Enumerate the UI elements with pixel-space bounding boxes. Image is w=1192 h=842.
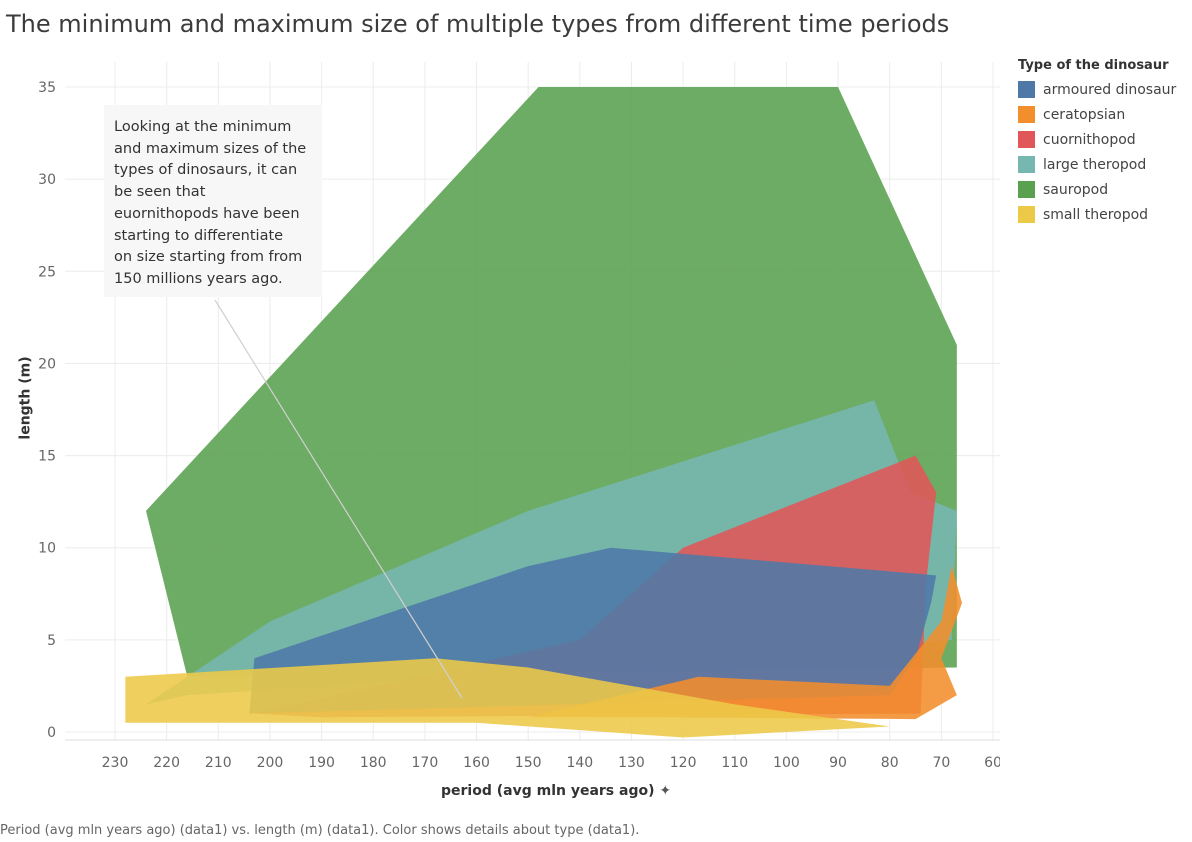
- legend-swatch: [1018, 181, 1035, 198]
- legend-item[interactable]: ceratopsian: [1018, 102, 1188, 127]
- legend-item[interactable]: cuornithopod: [1018, 127, 1188, 152]
- x-axis-title: period (avg mln years ago) ✦: [441, 783, 672, 799]
- y-tick-label: 20: [38, 356, 56, 372]
- y-tick-label: 10: [38, 541, 56, 557]
- x-tick-label: 230: [102, 755, 129, 771]
- annotation-leader-line: [214, 299, 463, 699]
- x-tick-label: 170: [412, 755, 439, 771]
- legend-swatch: [1018, 106, 1035, 123]
- caption: Period (avg mln years ago) (data1) vs. l…: [0, 823, 640, 838]
- legend-item[interactable]: large theropod: [1018, 152, 1188, 177]
- legend-title: Type of the dinosaur: [1018, 58, 1169, 73]
- x-tick-label: 220: [153, 755, 180, 771]
- x-tick-labels: 230 220 210 200 190 180 170 160 150 140 130 120 110 1…: [102, 755, 1000, 771]
- y-tick-label: 25: [38, 264, 56, 280]
- legend-item[interactable]: armoured dinosaur: [1018, 77, 1188, 102]
- y-tick-label: 15: [38, 449, 56, 465]
- x-tick-label: 180: [360, 755, 387, 771]
- legend-swatch: [1018, 131, 1035, 148]
- sort-pin-icon[interactable]: ✦: [659, 783, 672, 799]
- x-tick-label: 80: [881, 755, 899, 771]
- legend-label: small theropod: [1043, 206, 1149, 223]
- x-tick-label: 210: [205, 755, 232, 771]
- annotation-box: Looking at the minimum and maximum sizes…: [104, 105, 322, 297]
- x-tick-label: 160: [463, 755, 490, 771]
- y-tick-label: 0: [47, 725, 56, 741]
- legend-label: sauropod: [1043, 181, 1109, 198]
- y-tick-label: 5: [47, 633, 56, 649]
- legend: Type of the dinosaur armoured dinosaur c…: [1018, 58, 1188, 227]
- y-tick-label: 35: [38, 80, 56, 96]
- x-tick-label: 90: [829, 755, 847, 771]
- x-tick-label: 150: [515, 755, 542, 771]
- legend-label: cuornithopod: [1043, 131, 1136, 148]
- legend-swatch: [1018, 156, 1035, 173]
- x-tick-label: 60: [984, 755, 1000, 771]
- y-axis-title: length (m): [17, 356, 34, 440]
- chart-svg: 0 5 10 15 20 25 30 35 230 220 210 200 190 180 170 160 1…: [38, 62, 1000, 771]
- x-tick-label: 140: [566, 755, 593, 771]
- area-ceratopsian[interactable]: [528, 566, 963, 720]
- x-tick-label: 130: [618, 755, 645, 771]
- y-tick-label: 30: [38, 172, 56, 188]
- x-tick-label: 70: [932, 755, 950, 771]
- area-layer: [125, 87, 963, 738]
- x-tick-label: 110: [721, 755, 748, 771]
- legend-item[interactable]: sauropod: [1018, 177, 1188, 202]
- legend-label: armoured dinosaur: [1043, 81, 1177, 98]
- area-small-theropod[interactable]: [125, 658, 890, 738]
- legend-swatch: [1018, 206, 1035, 223]
- chart-title: The minimum and maximum size of multiple…: [6, 10, 950, 38]
- legend-label: ceratopsian: [1043, 106, 1126, 123]
- legend-label: large theropod: [1043, 156, 1147, 173]
- x-tick-label: 120: [670, 755, 697, 771]
- legend-item[interactable]: small theropod: [1018, 202, 1188, 227]
- x-tick-label: 200: [257, 755, 284, 771]
- legend-swatch: [1018, 81, 1035, 98]
- y-tick-labels: 0 5 10 15 20 25 30 35: [38, 80, 56, 741]
- x-tick-label: 100: [773, 755, 800, 771]
- x-tick-label: 190: [308, 755, 335, 771]
